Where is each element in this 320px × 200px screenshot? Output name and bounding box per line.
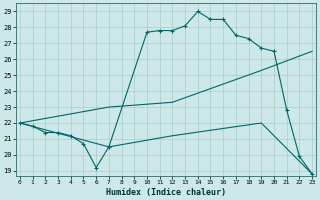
X-axis label: Humidex (Indice chaleur): Humidex (Indice chaleur): [106, 188, 226, 197]
